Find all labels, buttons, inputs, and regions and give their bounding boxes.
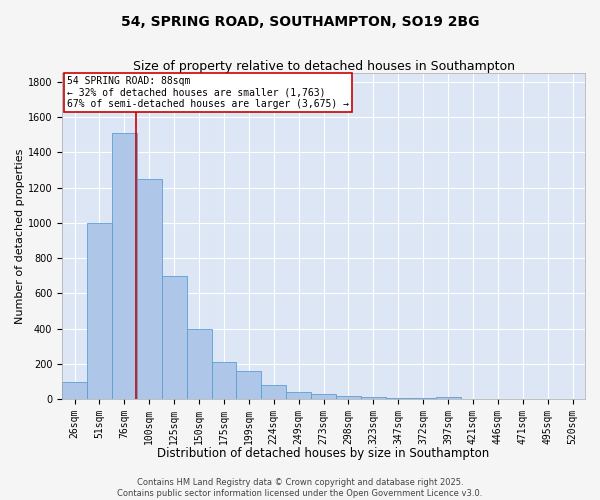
Bar (386, 398, 411, 399)
Y-axis label: Number of detached properties: Number of detached properties (15, 148, 25, 324)
Bar (436, 398, 461, 399)
Bar (262, 385, 286, 399)
Bar (87, 223, 112, 399)
Bar (336, 396, 361, 399)
Bar (212, 362, 236, 399)
X-axis label: Distribution of detached houses by size in Southampton: Distribution of detached houses by size … (157, 447, 490, 460)
Bar (411, 398, 436, 399)
Title: Size of property relative to detached houses in Southampton: Size of property relative to detached ho… (133, 60, 515, 73)
Bar (137, 179, 162, 399)
Bar (236, 371, 262, 399)
Bar (162, 276, 187, 399)
Text: Contains HM Land Registry data © Crown copyright and database right 2025.
Contai: Contains HM Land Registry data © Crown c… (118, 478, 482, 498)
Bar (311, 394, 336, 399)
Text: 54 SPRING ROAD: 88sqm
← 32% of detached houses are smaller (1,763)
67% of semi-d: 54 SPRING ROAD: 88sqm ← 32% of detached … (67, 76, 349, 110)
Bar (187, 328, 212, 399)
Text: 54, SPRING ROAD, SOUTHAMPTON, SO19 2BG: 54, SPRING ROAD, SOUTHAMPTON, SO19 2BG (121, 15, 479, 29)
Bar (112, 133, 137, 399)
Bar (286, 392, 311, 399)
Bar (62, 382, 87, 399)
Bar (361, 397, 386, 399)
